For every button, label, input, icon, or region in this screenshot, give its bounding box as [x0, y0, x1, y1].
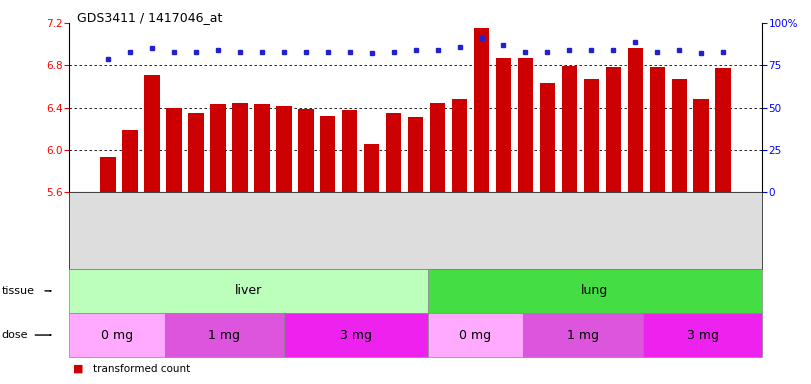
- Bar: [430, 103, 445, 192]
- Bar: [144, 75, 160, 192]
- Bar: [101, 157, 116, 192]
- Text: tissue: tissue: [2, 286, 35, 296]
- Bar: [650, 68, 665, 192]
- Text: liver: liver: [234, 285, 262, 297]
- Bar: [517, 58, 533, 192]
- Bar: [232, 103, 247, 192]
- Bar: [628, 48, 643, 192]
- Bar: [298, 109, 314, 192]
- Bar: [386, 113, 401, 192]
- Bar: [715, 68, 731, 192]
- Bar: [693, 99, 709, 192]
- Text: transformed count: transformed count: [93, 364, 191, 374]
- Bar: [496, 58, 511, 192]
- Bar: [540, 83, 555, 192]
- Text: 0 mg: 0 mg: [101, 329, 133, 341]
- Bar: [320, 116, 336, 192]
- Bar: [672, 79, 687, 192]
- Text: GDS3411 / 1417046_at: GDS3411 / 1417046_at: [77, 12, 222, 25]
- Bar: [254, 104, 269, 192]
- Bar: [584, 79, 599, 192]
- Text: ■: ■: [73, 364, 84, 374]
- Bar: [188, 113, 204, 192]
- Text: 0 mg: 0 mg: [459, 329, 491, 341]
- Bar: [277, 106, 291, 192]
- Bar: [342, 110, 358, 192]
- Text: 3 mg: 3 mg: [340, 329, 372, 341]
- Text: dose: dose: [2, 330, 28, 340]
- Bar: [474, 28, 489, 192]
- Bar: [166, 108, 182, 192]
- Bar: [210, 104, 225, 192]
- Bar: [606, 68, 621, 192]
- Text: 1 mg: 1 mg: [208, 329, 240, 341]
- Bar: [364, 144, 380, 192]
- Bar: [122, 130, 138, 192]
- Bar: [562, 66, 577, 192]
- Text: 1 mg: 1 mg: [567, 329, 599, 341]
- Text: 3 mg: 3 mg: [687, 329, 719, 341]
- Bar: [452, 99, 467, 192]
- Bar: [408, 117, 423, 192]
- Text: lung: lung: [581, 285, 608, 297]
